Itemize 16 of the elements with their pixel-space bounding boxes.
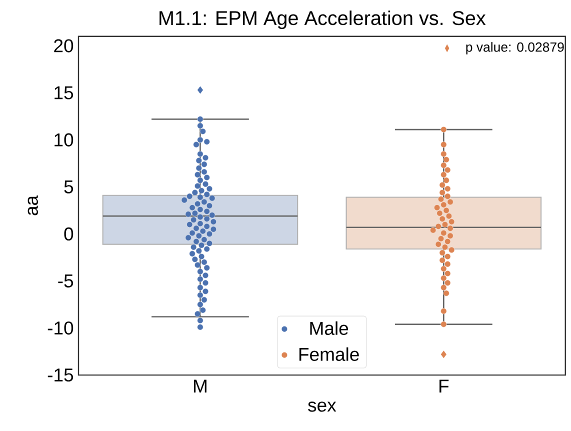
y-tick-label: 5 [64,180,74,194]
y-tick-label: 20 [54,39,74,52]
y-tick-label: -10 [48,321,74,335]
x-tick-label: F [440,380,449,392]
y-tick-label: 10 [54,133,74,146]
annotation: p value: 0.02879 [466,42,564,54]
legend-label: Male [310,321,348,335]
y-axis-title: aa [28,195,38,216]
x-tick-label: M [194,380,206,392]
legend-label: Female [299,347,359,361]
x-axis-title: sex [308,402,336,412]
y-tick-label: -15 [48,368,74,382]
y-tick-label: 15 [54,86,74,100]
chart-title: M1.1: EPM Age Acceleration vs. Sex [160,10,486,30]
y-tick-label: -5 [58,274,74,288]
y-tick-label: 0 [64,227,74,240]
